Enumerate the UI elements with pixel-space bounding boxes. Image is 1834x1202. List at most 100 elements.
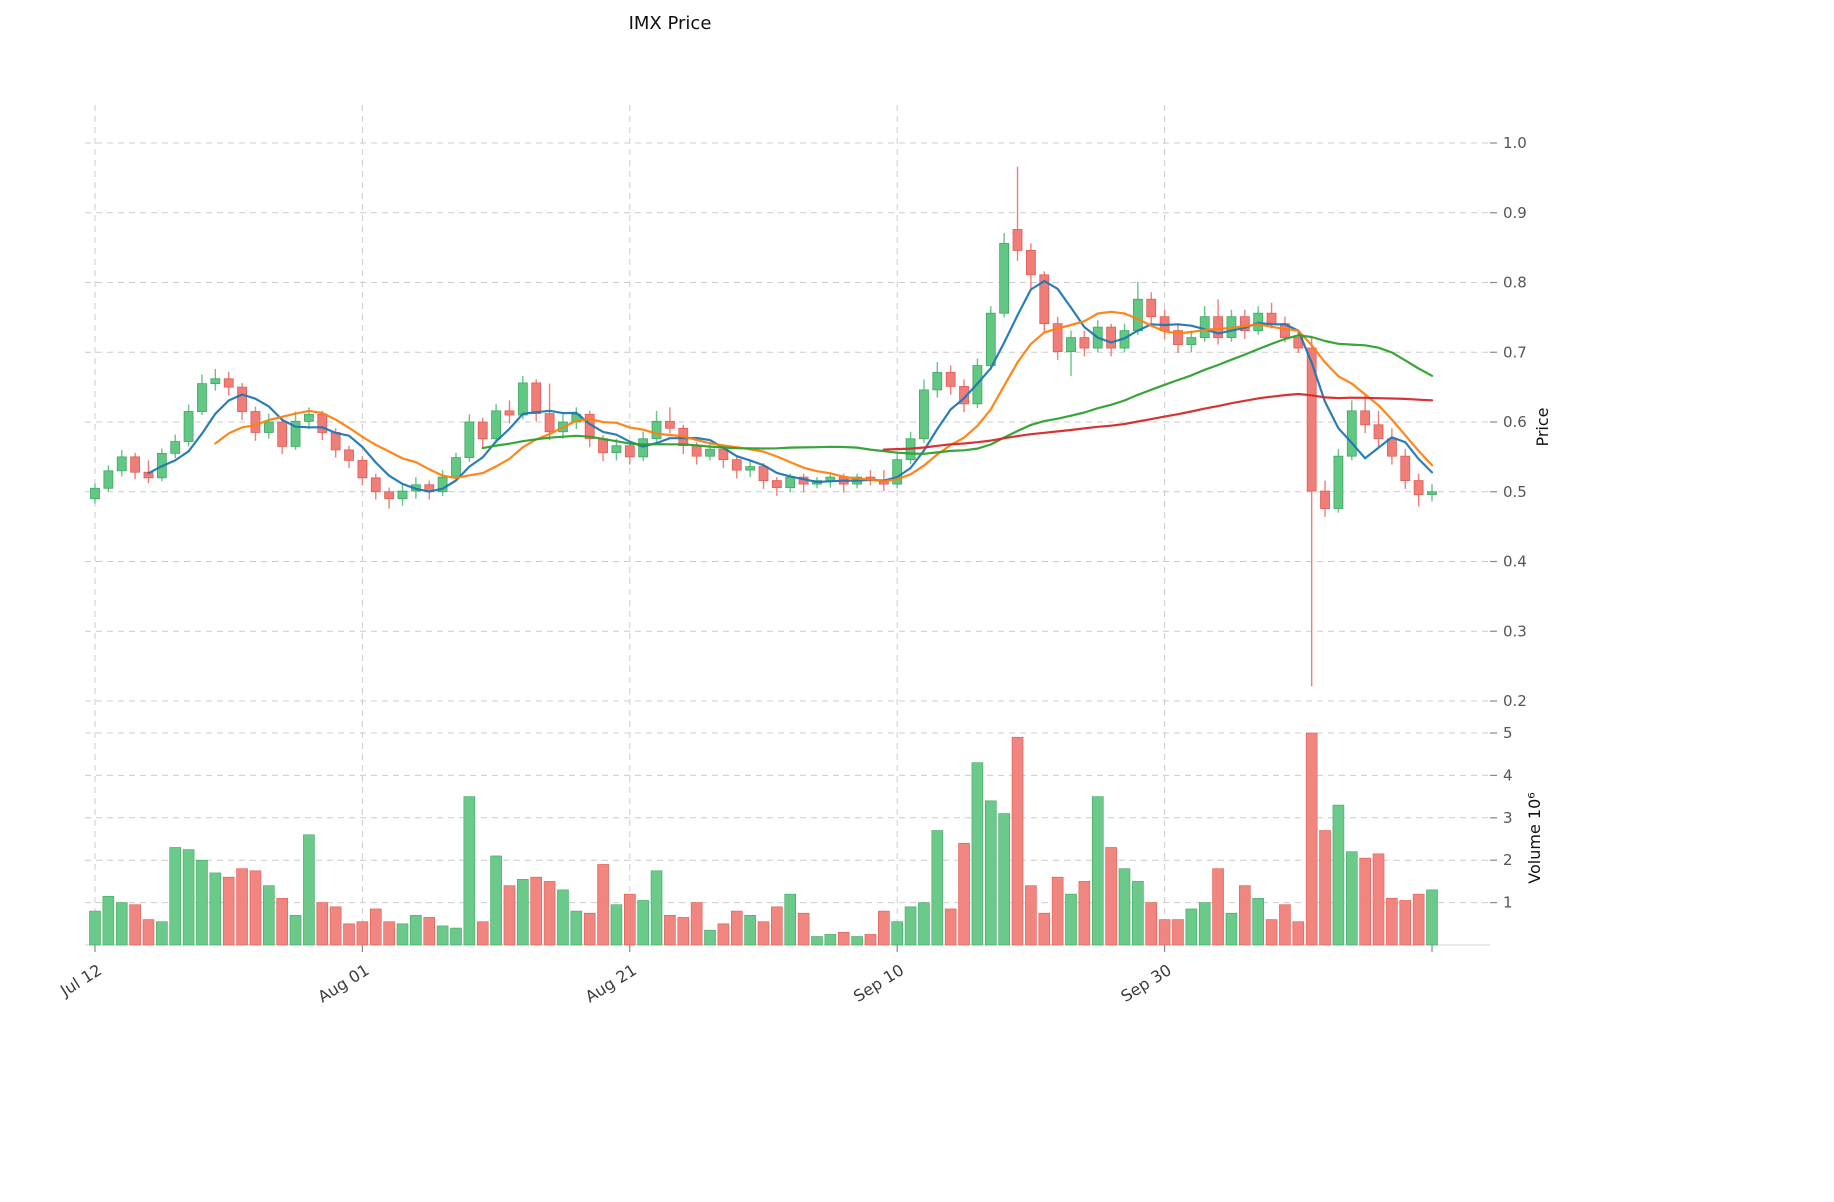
volume-tick-label: 5 (1503, 724, 1513, 742)
date-tick-label: Sep 10 (850, 960, 907, 1006)
volume-bar (931, 830, 944, 946)
volume-bar (249, 870, 262, 946)
volume-bar (797, 912, 810, 946)
candle-body (1199, 316, 1210, 339)
price-tick-label: 0.4 (1503, 553, 1527, 571)
volume-bar (984, 800, 997, 946)
volume-bar (1118, 868, 1131, 946)
volume-bar (1038, 912, 1051, 946)
volume-bar (129, 904, 141, 946)
candle-body (210, 378, 221, 385)
candle-body (170, 441, 181, 454)
volume-bar (864, 934, 877, 946)
volume-bar (757, 921, 770, 946)
price-tick-label: 0.5 (1503, 483, 1527, 501)
candle-body (638, 438, 649, 458)
volume-bar (369, 908, 382, 946)
volume-bar (664, 915, 676, 946)
moving-average-lines (147, 280, 1434, 493)
candle-body (384, 491, 395, 500)
candle-body (1386, 438, 1397, 457)
price-tick-label: 0.9 (1503, 204, 1527, 222)
candle-body (999, 243, 1010, 314)
candle-body (1012, 229, 1023, 251)
volume-bar (637, 900, 649, 946)
volume-bar (704, 929, 716, 946)
volume-bar (690, 902, 703, 946)
volume-bar (1212, 868, 1224, 946)
volume-bar (383, 921, 395, 946)
candle-body (959, 386, 969, 405)
candle-body (370, 477, 381, 493)
volume-bar (771, 906, 783, 946)
volume-bars (89, 732, 1438, 946)
volume-bar (784, 893, 797, 946)
candles (90, 166, 1437, 687)
volume-bar (918, 902, 930, 946)
volume-bar (236, 868, 248, 946)
volume-bar (115, 902, 128, 946)
volume-tick-label: 2 (1503, 851, 1513, 869)
volume-bar (650, 870, 663, 946)
candle-body (90, 487, 100, 500)
volume-bar (1025, 885, 1037, 946)
volume-axis-label: Volume 10⁶ (1525, 792, 1544, 883)
volume-bar (824, 934, 837, 946)
ma-line-5 (147, 280, 1434, 493)
candle-body (304, 413, 314, 422)
candle-body (892, 459, 903, 485)
volume-bar (169, 847, 182, 946)
candle-body (758, 466, 769, 481)
volume-bar (142, 919, 155, 946)
volume-bar (837, 931, 850, 946)
candle-body (504, 410, 515, 416)
candle-body (544, 413, 555, 433)
volume-bar (623, 893, 636, 946)
volume-bar (89, 910, 101, 946)
volume-bar (971, 762, 984, 946)
candle-body (771, 480, 782, 488)
volume-bar (503, 885, 516, 946)
candle-body (491, 410, 502, 440)
candle-body (1373, 424, 1384, 440)
volume-bar (102, 895, 115, 946)
volume-bar (182, 849, 195, 946)
candle-body (1079, 337, 1090, 349)
candle-body (237, 386, 247, 412)
volume-bar (1145, 902, 1158, 946)
candle-body (1213, 316, 1223, 339)
candle-body (731, 459, 742, 471)
candle-body (1266, 312, 1277, 325)
candle-body (1146, 298, 1157, 318)
price-tick-label: 0.2 (1503, 692, 1527, 710)
volume-bar (1279, 904, 1291, 946)
candle-body (1333, 455, 1344, 509)
candle-body (197, 383, 207, 412)
volume-bar (878, 910, 890, 946)
gridlines (85, 105, 1490, 946)
volume-bar (1426, 889, 1438, 946)
candle-body (317, 413, 328, 433)
candle-body (116, 456, 127, 472)
candle-body (1239, 316, 1250, 332)
volume-bar (1078, 881, 1091, 946)
volume-bar (396, 923, 409, 946)
volume-bar (944, 908, 957, 946)
volume-bar (1399, 900, 1412, 946)
volume-bar (1198, 902, 1211, 946)
candle-body (517, 382, 528, 416)
volume-bar (356, 921, 369, 946)
volume-tick-label: 1 (1503, 894, 1513, 912)
price-tick-label: 0.8 (1503, 274, 1527, 292)
candle-body (451, 457, 461, 478)
candle-body (1132, 298, 1143, 332)
volume-bar (343, 923, 355, 946)
price-tick-label: 0.3 (1503, 622, 1527, 640)
volume-bar (543, 881, 556, 946)
candle-body (985, 312, 996, 366)
candle-body (705, 448, 715, 457)
volume-bar (463, 796, 476, 946)
candle-body (1360, 410, 1371, 426)
candle-body (1052, 323, 1063, 352)
